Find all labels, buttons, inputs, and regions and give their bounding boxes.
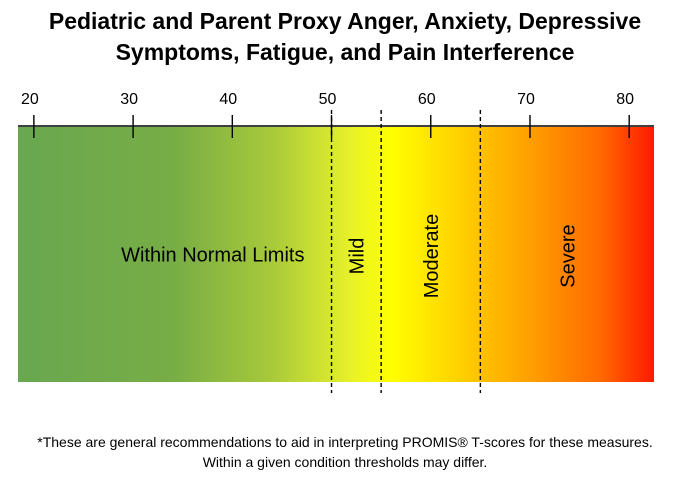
- category-labels: Within Normal Limits Mild Moderate Severe: [121, 214, 579, 299]
- tick-label-80: 80: [616, 91, 634, 108]
- footnote-line-2: Within a given condition thresholds may …: [202, 454, 488, 470]
- tick-label-70: 70: [517, 91, 535, 108]
- title-line-1: Pediatric and Parent Proxy Anger, Anxiet…: [48, 8, 642, 34]
- diagram-title: Pediatric and Parent Proxy Anger, Anxiet…: [0, 6, 690, 68]
- tick-label-20: 20: [21, 91, 39, 108]
- axis-ticks: 20 30 40 50 60 70 80: [21, 91, 634, 138]
- category-label-within-normal-limits: Within Normal Limits: [121, 244, 304, 266]
- tick-label-50: 50: [319, 91, 337, 108]
- category-label-moderate: Moderate: [421, 214, 443, 299]
- title-line-2: Symptoms, Fatigue, and Pain Interference: [115, 39, 575, 65]
- tick-label-60: 60: [418, 91, 436, 108]
- category-label-severe: Severe: [557, 224, 579, 287]
- tick-label-30: 30: [120, 91, 138, 108]
- footnote: *These are general recommendations to ai…: [0, 432, 690, 472]
- category-label-mild: Mild: [347, 238, 369, 275]
- severity-color-bar: [18, 127, 654, 382]
- threshold-lines: [330, 110, 482, 393]
- footnote-line-1: *These are general recommendations to ai…: [37, 434, 653, 450]
- tick-label-40: 40: [219, 91, 237, 108]
